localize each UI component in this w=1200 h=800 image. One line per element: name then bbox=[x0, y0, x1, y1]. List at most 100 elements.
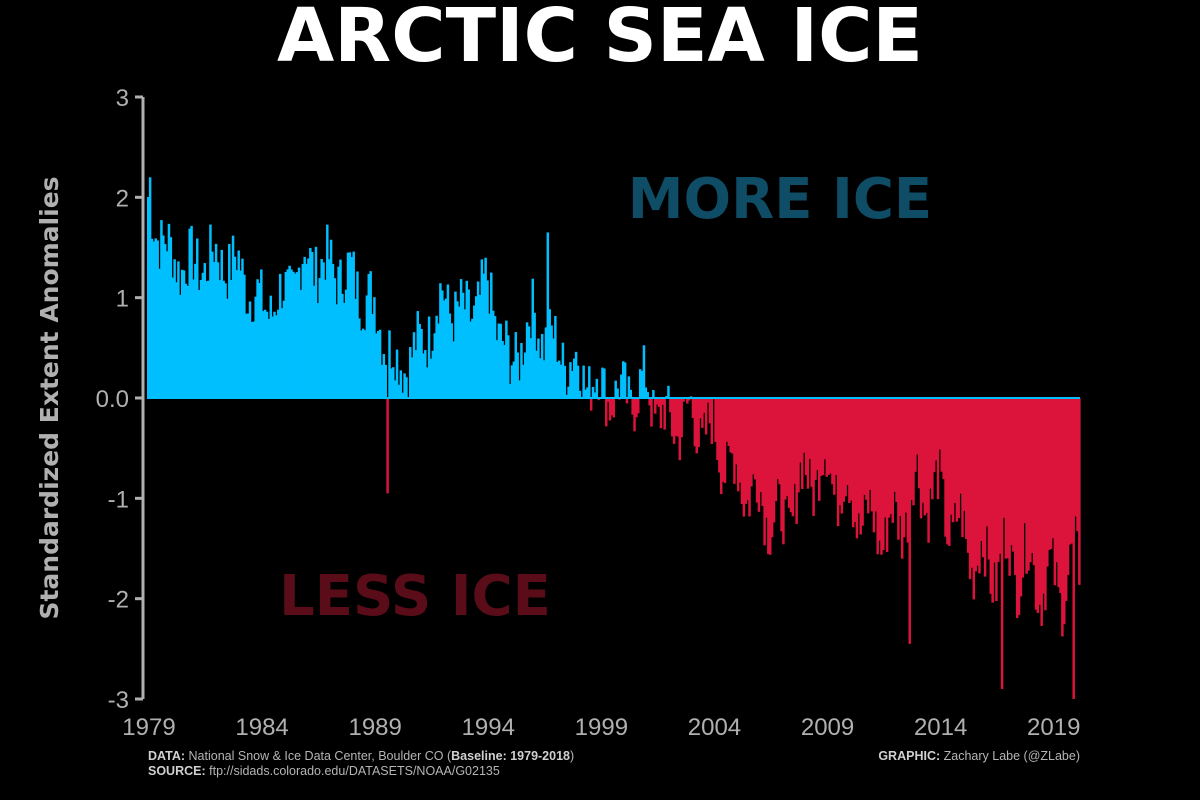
bar-2000-05 bbox=[629, 389, 632, 398]
bar-2002-01 bbox=[667, 385, 670, 398]
bar-1995-12 bbox=[529, 338, 533, 398]
bar-2002-02 bbox=[669, 398, 672, 413]
bar-1986-05 bbox=[312, 285, 316, 398]
bar-1985-06 bbox=[292, 271, 295, 398]
bar-2016-07 bbox=[995, 398, 998, 602]
bar-2019-05 bbox=[1059, 398, 1062, 594]
bar-2010-10 bbox=[865, 398, 868, 500]
bar-1991-08 bbox=[431, 350, 435, 398]
y-tick-label: 0.0 bbox=[96, 386, 129, 413]
bar-1983-06 bbox=[246, 313, 250, 398]
bar-2018-03 bbox=[1032, 398, 1036, 566]
bar-2015-12 bbox=[981, 398, 985, 558]
bar-1980-01 bbox=[169, 237, 173, 398]
bar-1992-10 bbox=[458, 306, 461, 398]
bar-1998-08 bbox=[589, 398, 593, 411]
bar-2001-07 bbox=[655, 398, 659, 405]
bar-2012-07 bbox=[904, 398, 908, 513]
bar-2004-08 bbox=[725, 398, 729, 442]
bar-1996-10 bbox=[548, 309, 551, 398]
bar-1998-07 bbox=[588, 366, 591, 398]
x-tick-label: 1979 bbox=[122, 714, 175, 741]
bar-2007-11 bbox=[799, 398, 802, 463]
bar-2018-09 bbox=[1044, 398, 1047, 611]
bar-1985-01 bbox=[282, 300, 286, 398]
bar-2009-11 bbox=[844, 398, 847, 497]
bar-2011-11 bbox=[889, 398, 893, 515]
bar-2003-05 bbox=[697, 398, 700, 448]
bar-1979-08 bbox=[160, 220, 163, 398]
bar-2006-04 bbox=[763, 398, 766, 546]
bar-1980-12 bbox=[190, 225, 193, 398]
bar-2015-05 bbox=[968, 398, 972, 580]
bar-2002-05 bbox=[674, 398, 678, 436]
bar-2001-11 bbox=[663, 398, 666, 430]
bar-1989-04 bbox=[378, 329, 382, 398]
bar-2005-06 bbox=[744, 398, 747, 504]
bar-2000-08 bbox=[635, 398, 638, 418]
data-credit-close: ) bbox=[570, 749, 575, 763]
bar-2004-10 bbox=[729, 398, 732, 453]
data-credit: DATA: National Snow & Ice Data Center, B… bbox=[148, 749, 574, 779]
bar-1980-02 bbox=[171, 277, 174, 398]
x-tick-label: 1999 bbox=[575, 714, 628, 741]
bar-1992-09 bbox=[456, 301, 459, 398]
bar-2013-11 bbox=[934, 398, 938, 461]
bar-1985-03 bbox=[286, 269, 289, 398]
bar-2013-08 bbox=[929, 398, 932, 489]
bar-1979-03 bbox=[150, 238, 154, 398]
y-tick-label: 2 bbox=[116, 185, 129, 212]
bar-2015-04 bbox=[966, 398, 970, 553]
bar-2019-08 bbox=[1064, 398, 1068, 601]
bar-1998-05 bbox=[584, 389, 587, 398]
bar-1990-05 bbox=[403, 373, 406, 398]
bar-2016-12 bbox=[1004, 398, 1008, 559]
bar-2008-01 bbox=[802, 398, 806, 453]
bar-1983-05 bbox=[245, 313, 248, 398]
chart-title: ARCTIC SEA ICE bbox=[277, 0, 923, 79]
bar-1980-05 bbox=[177, 261, 180, 398]
bar-2011-06 bbox=[880, 398, 883, 555]
bar-2007-01 bbox=[780, 398, 783, 532]
bar-2006-09 bbox=[772, 398, 776, 523]
bar-1999-02 bbox=[601, 367, 604, 398]
bar-1979-04 bbox=[152, 241, 156, 398]
bar-2019-01 bbox=[1051, 398, 1055, 539]
bar-1980-10 bbox=[186, 285, 190, 398]
bar-1981-02 bbox=[194, 263, 197, 398]
bar-1993-06 bbox=[473, 305, 476, 398]
bar-2020-01 bbox=[1074, 398, 1077, 517]
bar-1984-02 bbox=[261, 311, 265, 398]
bar-1986-01 bbox=[305, 263, 308, 398]
bar-2004-03 bbox=[716, 398, 719, 460]
bar-1980-04 bbox=[175, 282, 178, 398]
bar-2018-10 bbox=[1046, 398, 1049, 567]
source-text: ftp://sidads.colorado.edu/DATASETS/NOAA/… bbox=[209, 764, 500, 778]
bar-1993-12 bbox=[484, 257, 487, 398]
bar-2004-09 bbox=[727, 398, 731, 446]
bar-1982-02 bbox=[216, 262, 220, 398]
bar-2013-01 bbox=[916, 398, 919, 455]
bar-1990-02 bbox=[397, 384, 401, 398]
bar-1986-09 bbox=[320, 259, 323, 398]
bar-2003-09 bbox=[704, 398, 708, 435]
bar-1979-11 bbox=[165, 251, 169, 398]
bar-2012-01 bbox=[893, 398, 896, 492]
bar-1986-03 bbox=[309, 248, 312, 398]
bar-2000-09 bbox=[637, 398, 640, 414]
bar-1989-11 bbox=[392, 367, 395, 398]
bar-1999-07 bbox=[610, 398, 614, 416]
bar-2017-01 bbox=[1006, 398, 1009, 559]
bar-1992-03 bbox=[444, 298, 448, 398]
bar-2010-01 bbox=[848, 398, 851, 503]
bar-1981-10 bbox=[209, 224, 212, 398]
bar-2002-11 bbox=[686, 398, 689, 404]
bar-1990-09 bbox=[410, 357, 414, 398]
bar-1979-12 bbox=[167, 223, 171, 398]
bar-2006-05 bbox=[765, 398, 768, 518]
baseline-label: Baseline: 1979-2018 bbox=[451, 749, 570, 763]
bar-1998-04 bbox=[582, 365, 585, 398]
bar-1985-09 bbox=[297, 267, 301, 398]
bar-1985-04 bbox=[288, 265, 291, 398]
